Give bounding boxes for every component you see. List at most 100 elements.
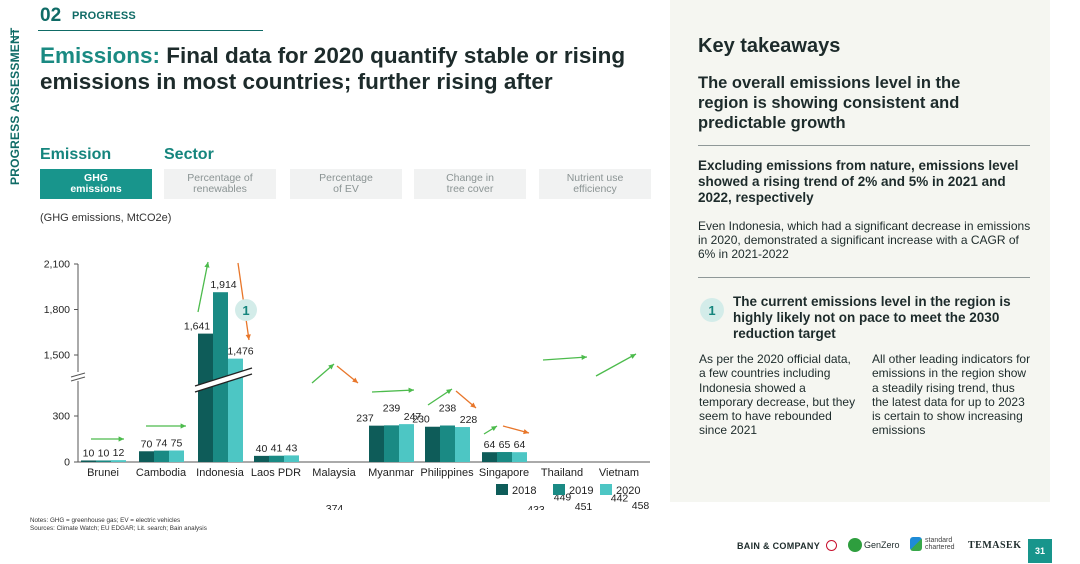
- legend-label-2019: 2019: [569, 485, 593, 497]
- bar-philippines-2020: [455, 427, 470, 462]
- bar-laos-pdr-2018: [254, 455, 269, 462]
- trend-arrow-up-cambodia-head: [180, 423, 186, 429]
- x-tick-label: Laos PDR: [251, 467, 301, 479]
- notes-line: Notes: GHG = greenhouse gas; EV = electr…: [30, 517, 181, 524]
- trend-arrow-up-vietnam: [595, 353, 637, 377]
- bain-logo-icon: [825, 540, 837, 551]
- bar-value-label: 75: [171, 438, 183, 450]
- page-title: Emissions: Final data for 2020 quantify …: [40, 43, 640, 95]
- section-label: PROGRESS: [72, 10, 136, 22]
- sources-line: Sources: Climate Watch; EU EDGAR; Lit. s…: [30, 525, 207, 532]
- tab-ghg-emissions[interactable]: GHG emissions: [40, 169, 152, 199]
- x-tick-label: Indonesia: [196, 467, 245, 479]
- sc-line2: chartered: [925, 544, 955, 551]
- tab-renewables[interactable]: Percentage of renewables: [164, 169, 276, 199]
- bar-laos-pdr-2020: [284, 455, 299, 462]
- takeaways-divider-2: [698, 277, 1030, 278]
- bar-value-label: 64: [484, 439, 496, 451]
- bar-value-label: 1,476: [227, 346, 253, 358]
- temasek-logo: TEMASEK: [968, 540, 1022, 551]
- y-tick-label: 0: [64, 457, 70, 469]
- genzero-logo-text: GenZero: [864, 540, 900, 550]
- y-tick-label: 2,100: [44, 259, 70, 271]
- sc-line1: standard: [925, 537, 953, 544]
- x-tick-label: Brunei: [87, 467, 119, 479]
- trend-arrow-down-indonesia-head: [245, 334, 251, 340]
- bar-value-label: 40: [256, 443, 268, 455]
- x-tick-label: Cambodia: [136, 467, 187, 479]
- bar-value-label: 70: [141, 438, 153, 450]
- trend-arrow-up-thailand-head: [581, 354, 587, 360]
- trend-arrow-up-thailand: [542, 356, 588, 361]
- bar-value-label: 74: [156, 438, 168, 450]
- bar-value-label: 238: [439, 403, 457, 415]
- legend-label-2020: 2020: [616, 485, 640, 497]
- title-rest: Final data for 2020 quantify stable or r…: [40, 43, 626, 94]
- tab-tree-cover[interactable]: Change in tree cover: [414, 169, 526, 199]
- bar-philippines-2019: [440, 425, 455, 462]
- bar-value-label: 1,641: [184, 321, 210, 333]
- x-tick-label: Philippines: [420, 467, 474, 479]
- section-number: 02: [40, 5, 62, 26]
- bar-brunei-2020: [111, 460, 126, 462]
- bar-indonesia-2018: [198, 333, 213, 462]
- bar-value-label: 451: [575, 501, 593, 510]
- y-axis-break-mark: [70, 372, 86, 378]
- trend-arrow-down-malaysia-head: [352, 377, 358, 383]
- bar-brunei-2019: [96, 460, 111, 462]
- x-tick-label: Thailand: [541, 467, 583, 479]
- bar-break-line: [194, 373, 253, 393]
- trend-arrow-up-singapore-head: [491, 426, 497, 432]
- bar-value-label: 247: [404, 411, 422, 423]
- trend-arrow-down-philippines-head: [470, 402, 476, 408]
- bar-myanmar-2018: [369, 425, 384, 462]
- takeaways-panel: [670, 0, 1050, 502]
- bar-singapore-2020: [512, 452, 527, 462]
- bar-cambodia-2020: [169, 450, 184, 462]
- bar-value-label: 10: [98, 447, 110, 459]
- bar-value-label: 65: [499, 439, 511, 451]
- bar-value-label: 10: [83, 447, 95, 459]
- point2-right-column: All other leading indicators for emissio…: [872, 352, 1031, 438]
- bar-myanmar-2020: [399, 424, 414, 462]
- tab-ev[interactable]: Percentage of EV: [290, 169, 402, 199]
- takeaways-headline: The overall emissions level in the regio…: [698, 74, 961, 132]
- bar-value-label: 1,914: [210, 279, 236, 291]
- trend-arrow-up-myanmar: [371, 389, 415, 393]
- y-tick-label: 1,800: [44, 304, 70, 316]
- bar-cambodia-2019: [154, 450, 169, 462]
- bar-value-label: 374: [326, 503, 344, 510]
- page-number: 31: [1028, 539, 1052, 563]
- legend-swatch-2020: [600, 484, 612, 495]
- legend-swatch-2019: [553, 484, 565, 495]
- point2-number-badge: 1: [700, 298, 724, 322]
- point1-heading: Excluding emissions from nature, emissio…: [698, 158, 1019, 205]
- sector-header: Sector: [164, 146, 214, 163]
- standard-chartered-logo: standard chartered: [910, 537, 955, 551]
- bar-break-gap: [195, 368, 252, 392]
- takeaways-heading: Key takeaways: [698, 35, 841, 57]
- y-tick-label: 1,500: [44, 350, 70, 362]
- bar-value-label: 64: [514, 439, 526, 451]
- emission-header: Emission: [40, 146, 112, 163]
- bar-brunei-2018: [81, 460, 96, 462]
- y-tick-label: 300: [52, 411, 70, 423]
- trend-arrow-up-indonesia: [197, 261, 209, 313]
- standard-chartered-icon: [910, 537, 922, 551]
- genzero-logo-icon: [848, 538, 862, 552]
- bar-singapore-2019: [497, 452, 512, 462]
- bain-logo-text: BAIN & COMPANY: [737, 541, 820, 551]
- x-tick-label: Malaysia: [312, 467, 356, 479]
- trend-arrow-up-myanmar-head: [408, 387, 414, 393]
- bar-value-label: 458: [632, 500, 650, 510]
- bar-value-label: 230: [412, 414, 430, 426]
- y-axis-break-mark: [70, 376, 86, 382]
- x-tick-label: Myanmar: [368, 467, 414, 479]
- point1-text: Even Indonesia, which had a significant …: [698, 219, 1031, 261]
- trend-arrow-up-malaysia-head: [328, 364, 334, 370]
- bar-value-label: 442: [611, 492, 629, 504]
- annotation-label: 1: [242, 303, 249, 318]
- annotation-badge: [235, 299, 257, 321]
- tab-nutrient[interactable]: Nutrient use efficiency: [539, 169, 651, 199]
